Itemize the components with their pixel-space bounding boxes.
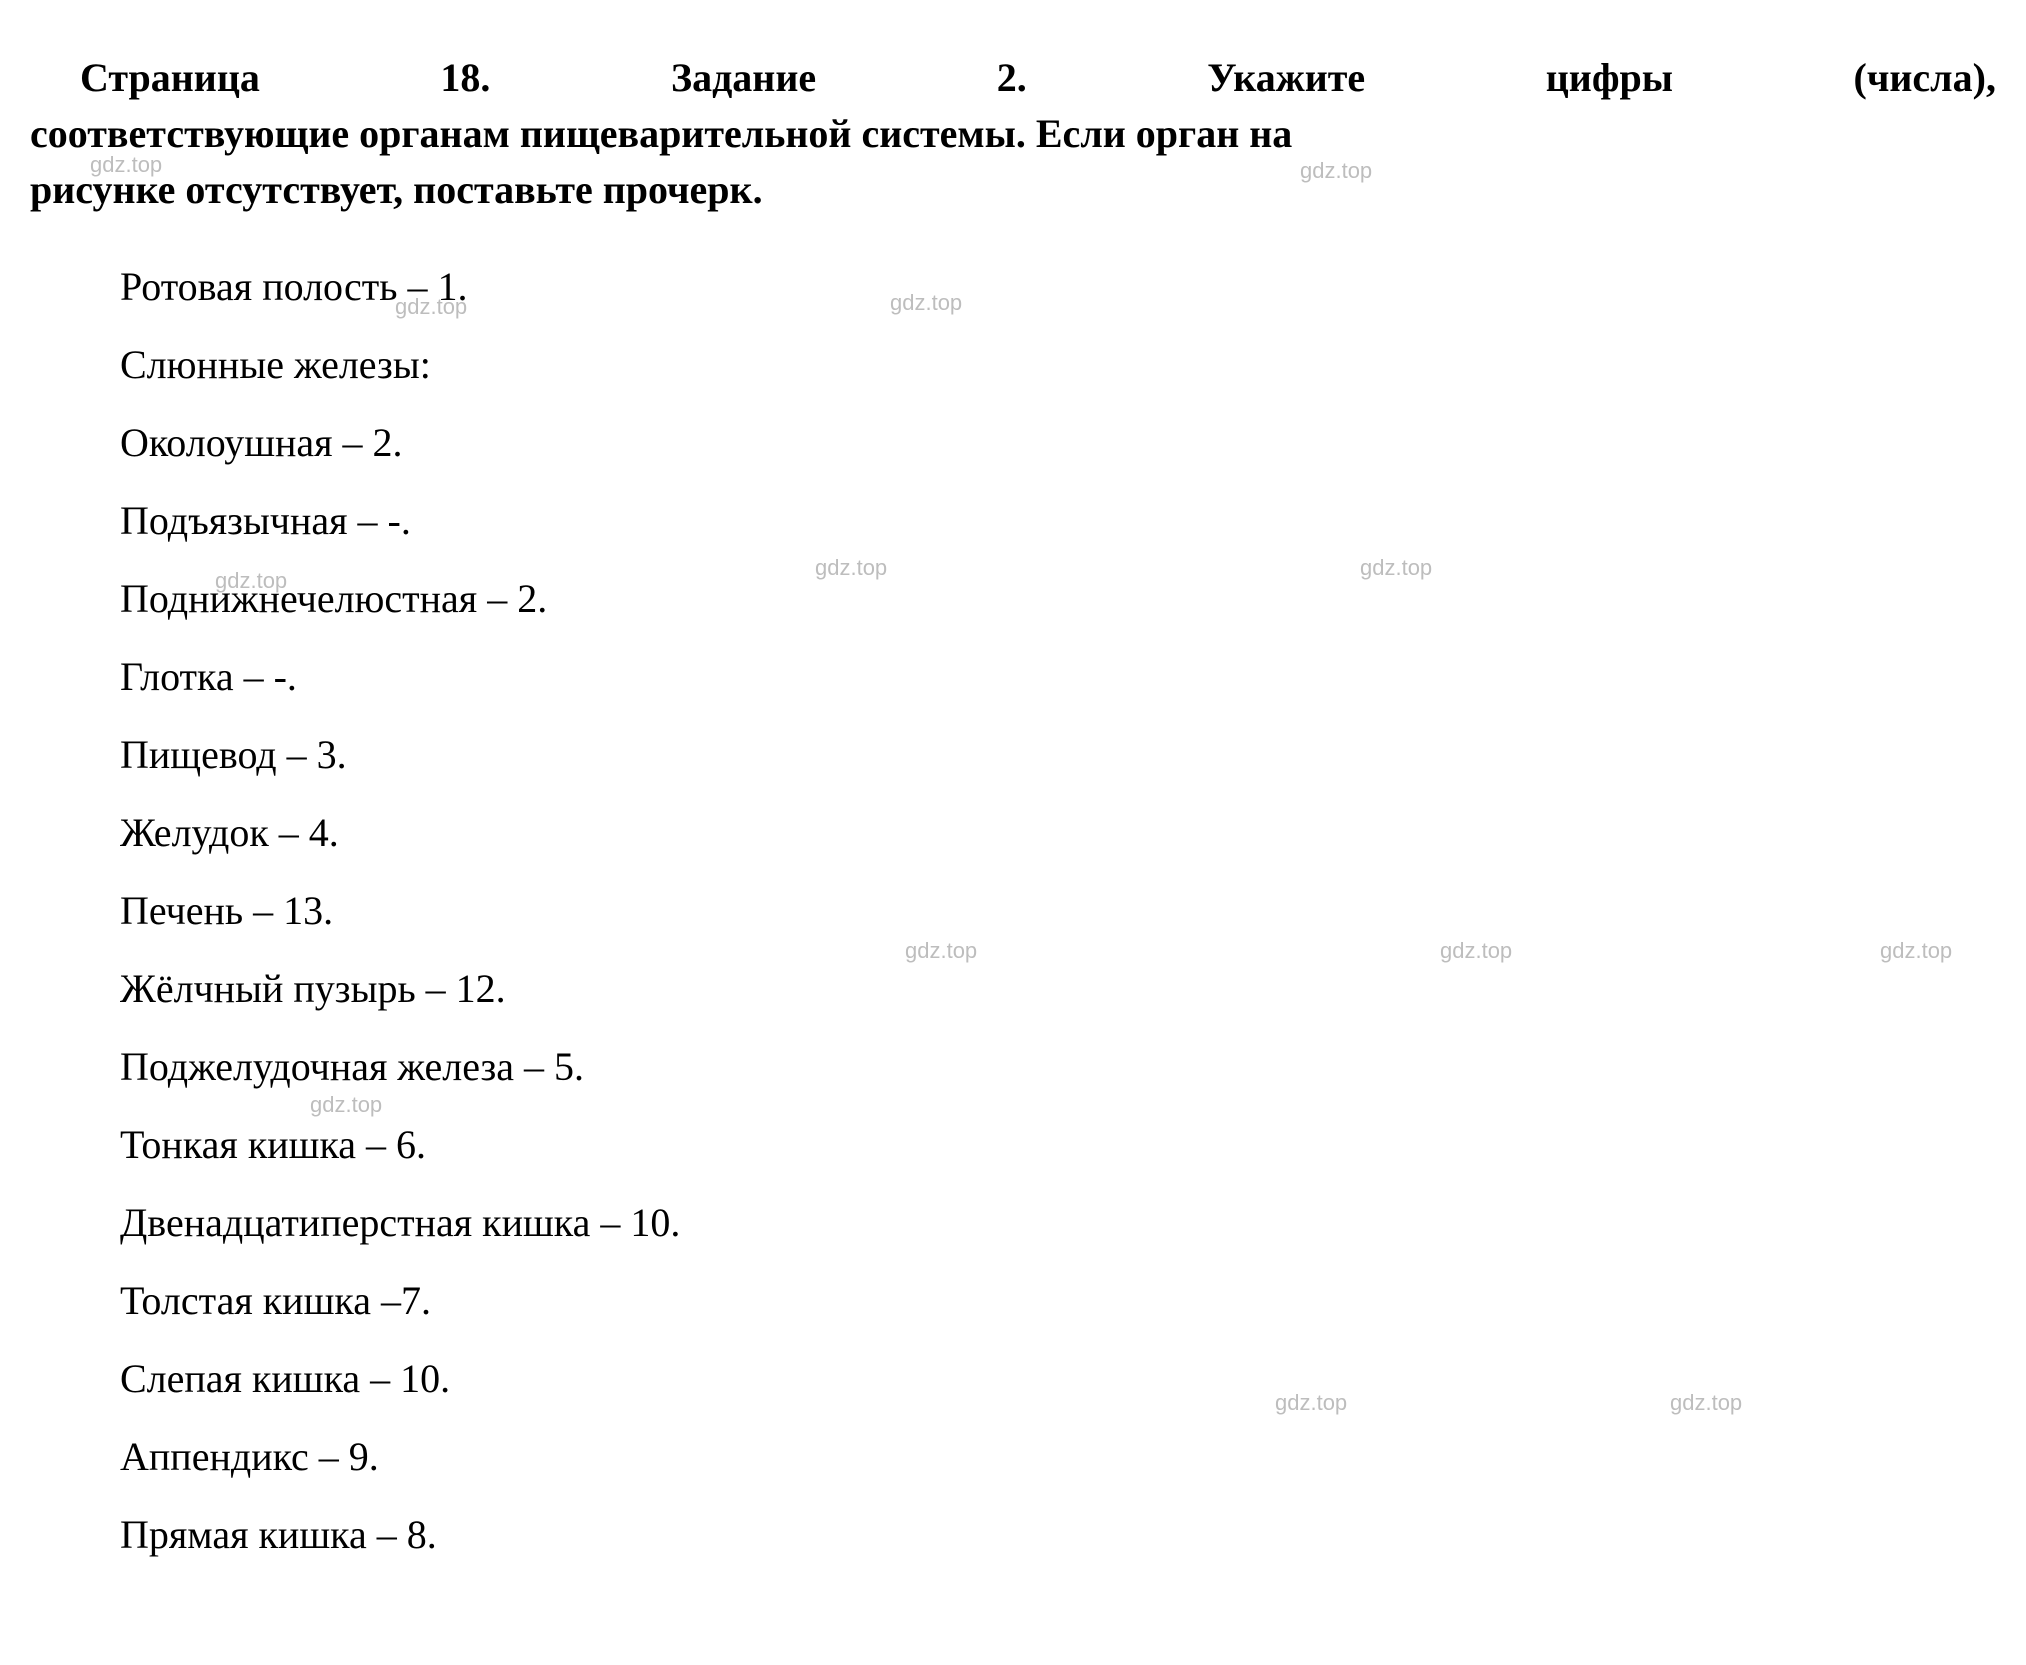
list-item: Слюнные железы: xyxy=(120,326,1996,404)
title-word: Укажите xyxy=(1157,50,1365,106)
watermark: gdz.top xyxy=(1670,1390,1742,1416)
watermark: gdz.top xyxy=(395,294,467,320)
title-line-1: Страница 18. Задание 2. Укажите цифры (ч… xyxy=(30,50,1996,106)
list-item: Аппендикс – 9. xyxy=(120,1418,1996,1496)
watermark: gdz.top xyxy=(890,290,962,316)
answer-list: Ротовая полость – 1. Слюнные железы: Око… xyxy=(30,248,1996,1574)
list-item: Поднижнечелюстная – 2. xyxy=(120,560,1996,638)
watermark: gdz.top xyxy=(215,568,287,594)
list-item: Тонкая кишка – 6. xyxy=(120,1106,1996,1184)
title-word: цифры xyxy=(1496,50,1673,106)
list-item: Жёлчный пузырь – 12. xyxy=(120,950,1996,1028)
watermark: gdz.top xyxy=(815,555,887,581)
watermark: gdz.top xyxy=(310,1092,382,1118)
list-item: Толстая кишка –7. xyxy=(120,1262,1996,1340)
title-word: Страница xyxy=(30,50,260,106)
watermark: gdz.top xyxy=(1300,158,1372,184)
watermark: gdz.top xyxy=(1880,938,1952,964)
watermark: gdz.top xyxy=(90,152,162,178)
list-item: Двенадцатиперстная кишка – 10. xyxy=(120,1184,1996,1262)
title-line-2: соответствующие органам пищеварительной … xyxy=(30,106,1996,162)
list-item: Подъязычная – -. xyxy=(120,482,1996,560)
exercise-title: Страница 18. Задание 2. Укажите цифры (ч… xyxy=(30,50,1996,218)
title-word: (числа), xyxy=(1804,50,1996,106)
list-item: Глотка – -. xyxy=(120,638,1996,716)
list-item: Пищевод – 3. xyxy=(120,716,1996,794)
title-word: 18. xyxy=(390,50,490,106)
list-item: Прямая кишка – 8. xyxy=(120,1496,1996,1574)
watermark: gdz.top xyxy=(1275,1390,1347,1416)
title-word: Задание xyxy=(621,50,816,106)
list-item: Желудок – 4. xyxy=(120,794,1996,872)
watermark: gdz.top xyxy=(905,938,977,964)
watermark: gdz.top xyxy=(1360,555,1432,581)
list-item: Печень – 13. xyxy=(120,872,1996,950)
list-item: Поджелудочная железа – 5. xyxy=(120,1028,1996,1106)
list-item: Околоушная – 2. xyxy=(120,404,1996,482)
title-line-3: рисунке отсутствует, поставьте прочерк. xyxy=(30,162,1996,218)
title-word: 2. xyxy=(947,50,1027,106)
watermark: gdz.top xyxy=(1440,938,1512,964)
